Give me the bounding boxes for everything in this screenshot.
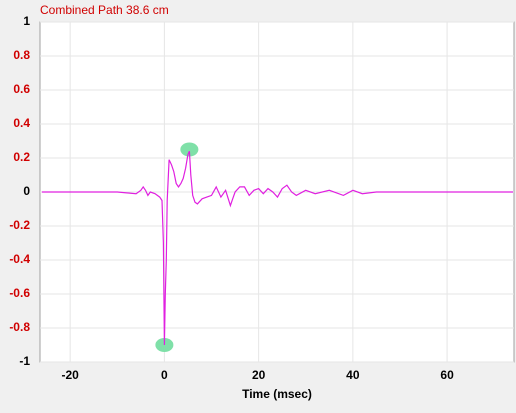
peak-marker [180,142,199,157]
y-tick-label: -0.6 [9,286,30,300]
x-axis-label: Time (msec) [242,387,312,401]
y-tick-label: -1 [19,354,30,368]
chart-title: Combined Path 38.6 cm [40,3,169,17]
y-tick-label: 0.6 [13,82,30,96]
y-tick-label: -0.4 [9,252,30,266]
x-tick-label: 20 [252,368,266,382]
x-tick-label: 60 [440,368,454,382]
y-tick-label: -0.2 [9,218,30,232]
y-tick-label: 1 [23,14,30,28]
x-tick-label: -20 [61,368,79,382]
y-tick-label: -0.8 [9,320,30,334]
x-tick-label: 40 [346,368,360,382]
y-tick-label: 0 [23,184,30,198]
y-tick-label: 0.8 [13,48,30,62]
y-tick-label: 0.2 [13,150,30,164]
x-tick-label: 0 [161,368,168,382]
data-line [41,150,514,346]
y-tick-label: 0.4 [13,116,30,130]
